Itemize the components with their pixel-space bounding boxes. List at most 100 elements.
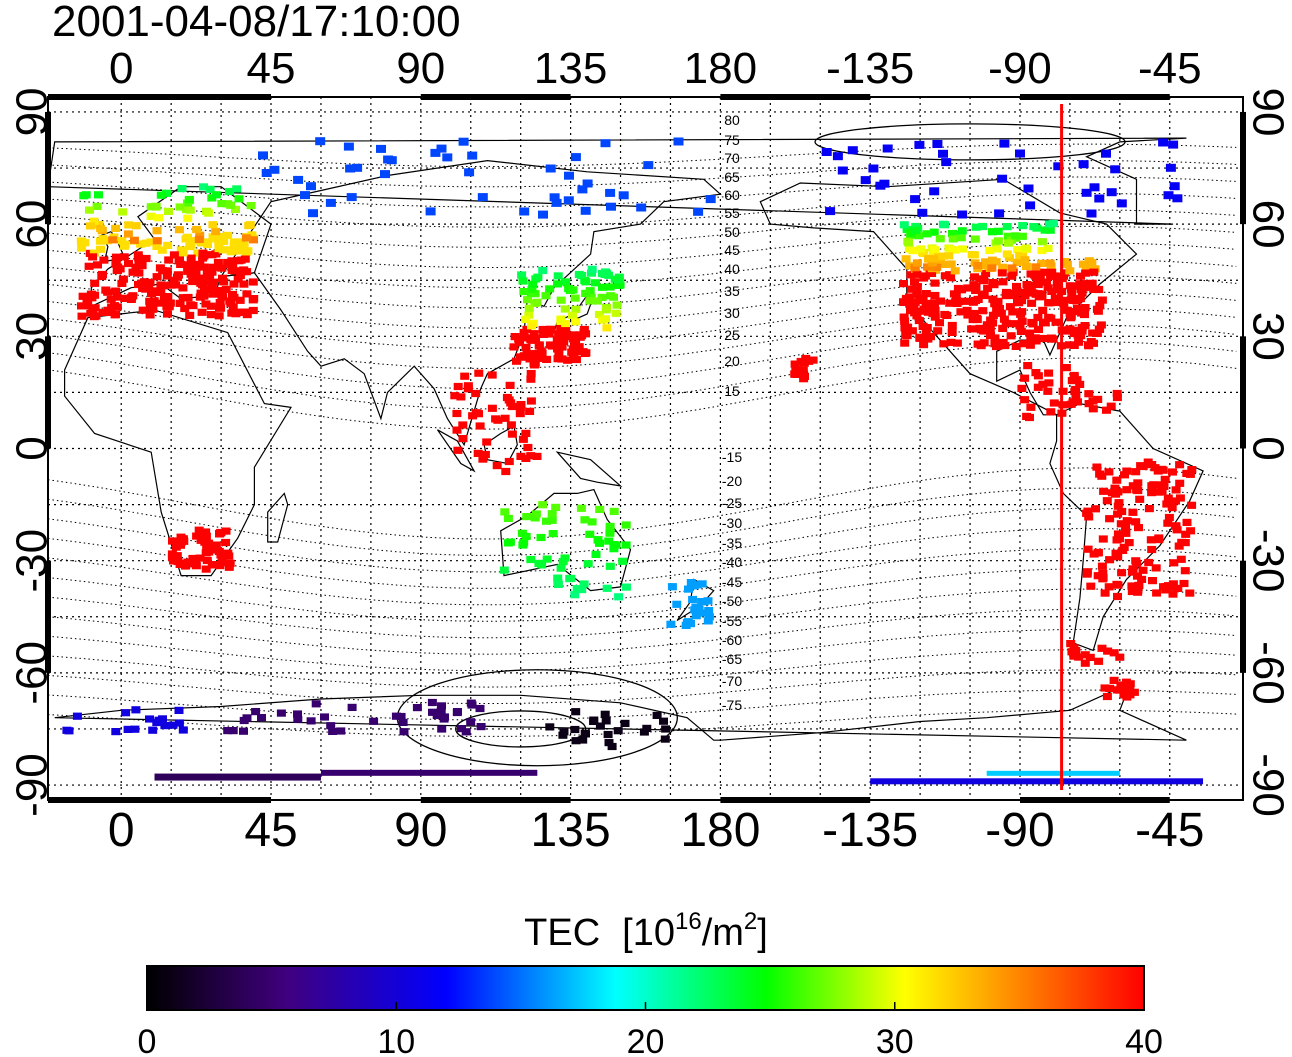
tec-cell (216, 233, 226, 241)
tec-cell (234, 238, 244, 246)
tec-cell (1076, 280, 1086, 288)
tec-cell (1093, 395, 1103, 403)
tec-cell (1104, 468, 1114, 476)
tec-cell (88, 306, 98, 314)
tec-cell (563, 196, 574, 205)
tec-cell (515, 403, 525, 411)
tec-cell (1175, 461, 1185, 469)
tec-cell (906, 271, 916, 279)
tec-cell (522, 325, 532, 333)
tec-cell (398, 718, 408, 726)
tec-cell (1095, 470, 1105, 478)
tec-cell (557, 355, 567, 363)
right-lat-tick-label: 90 (1244, 87, 1292, 136)
tec-cell (998, 324, 1008, 332)
tec-cell (183, 199, 193, 207)
tec-cell (131, 222, 141, 230)
tec-cell (1157, 487, 1167, 495)
tec-cell (1078, 260, 1088, 268)
tec-cell (952, 339, 962, 347)
tec-cell (1052, 294, 1062, 302)
frame-band-right (1240, 336, 1246, 449)
tec-cell (461, 728, 471, 736)
tec-cell (1119, 690, 1129, 698)
tec-cell (183, 267, 193, 275)
tec-cell (530, 354, 540, 362)
tec-cell (604, 739, 614, 747)
tec-cell (929, 255, 939, 263)
mag-lat-label: -35 (722, 535, 742, 551)
tec-cell (226, 201, 236, 209)
tec-cell (542, 355, 552, 363)
frame-band-left (45, 111, 51, 225)
tec-cell (944, 252, 954, 260)
tec-cell (704, 613, 714, 621)
mag-lat-label: 45 (724, 242, 740, 258)
tec-cell (530, 360, 540, 368)
tec-cell (992, 304, 1002, 312)
tec-cell (583, 560, 593, 568)
frame-band-top (121, 94, 272, 100)
left-lat-tick-label: 30 (8, 312, 57, 361)
tec-cell (571, 737, 581, 745)
tec-cell (911, 226, 921, 234)
top-longitude-ticks: 0 45 90 135 180 -135 -90 -45 (109, 44, 1202, 93)
tec-cell (941, 260, 951, 268)
tec-cell (527, 336, 537, 344)
tec-cell (347, 703, 357, 711)
tec-cell (545, 164, 556, 173)
coastline (500, 488, 632, 592)
tec-cell (163, 293, 173, 301)
tec-cell (201, 565, 211, 573)
tec-cell (1046, 408, 1056, 416)
mag-lat-label: -50 (722, 593, 742, 609)
tec-cell (174, 719, 184, 727)
tec-cell (1182, 469, 1192, 477)
tec-cell (456, 393, 466, 401)
tec-cell (1010, 232, 1020, 240)
tec-cell (1168, 580, 1178, 588)
tec-cell (217, 200, 227, 208)
mag-lat-label: -45 (722, 574, 742, 590)
tec-cell (77, 302, 86, 310)
mag-lat-label: -20 (722, 473, 742, 489)
tec-cell (112, 293, 122, 301)
mag-lat-contour (48, 487, 1237, 556)
tec-cell (487, 404, 497, 412)
tec-cell (605, 283, 615, 291)
tec-cell (693, 207, 704, 216)
tec-cell (1125, 685, 1135, 693)
tec-cell (1122, 517, 1132, 525)
tec-cell (980, 262, 990, 270)
tec-cell (921, 290, 931, 298)
mag-lat-label: 30 (724, 305, 740, 321)
tec-cell (1084, 513, 1094, 521)
tec-cell (914, 140, 925, 149)
tec-cell (705, 195, 716, 204)
tec-cell (195, 231, 205, 239)
tec-cell (211, 227, 221, 236)
tec-cell (506, 421, 516, 429)
tec-cell (386, 156, 397, 165)
tec-cell (900, 317, 910, 325)
tec-cell (1147, 461, 1157, 469)
tec-cell (568, 311, 577, 319)
tec-cell (119, 253, 129, 261)
bottom-lon-tick-label: -90 (985, 804, 1054, 857)
tec-cell (526, 370, 536, 378)
tec-cell (1138, 462, 1148, 471)
tec-cell (308, 209, 318, 218)
tec-cell (868, 164, 879, 173)
tec-cell (227, 309, 237, 317)
tec-cell (1015, 149, 1025, 158)
tec-cell (1017, 317, 1027, 325)
tec-cell (582, 179, 593, 188)
tec-cell (168, 537, 177, 545)
mag-lat-contour (48, 608, 1237, 655)
tec-cell (547, 510, 557, 518)
tec-cell (936, 297, 945, 305)
tec-cell (509, 343, 519, 351)
tec-cell (195, 554, 205, 562)
top-lon-tick-label: -45 (1138, 44, 1202, 93)
tec-cell (129, 236, 139, 244)
